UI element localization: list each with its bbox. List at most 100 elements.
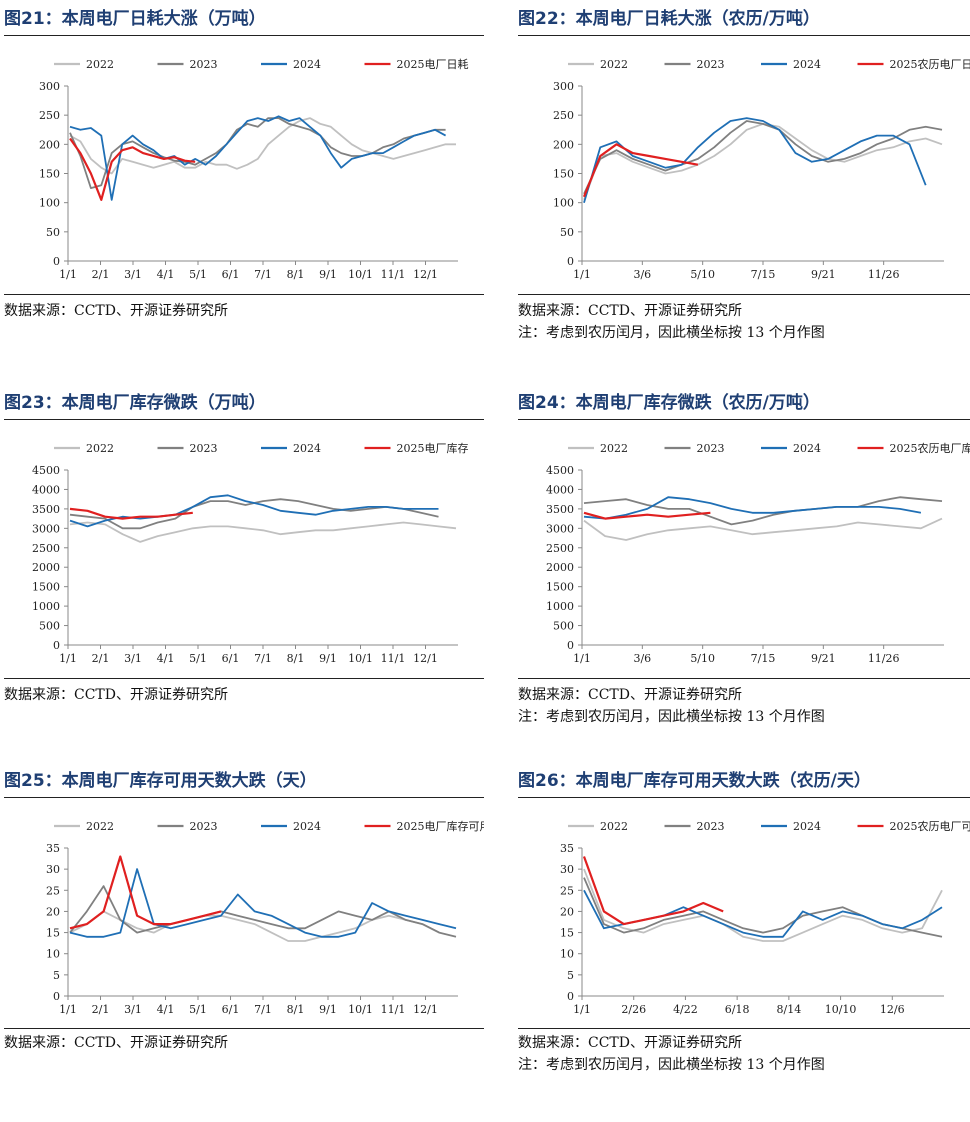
x-tick-label: 3/1: [124, 1003, 142, 1016]
y-tick-label: 3000: [546, 522, 574, 535]
chart-figure-26: 2022202320242025农历电厂可用天数051015202530351/…: [518, 800, 970, 1028]
x-tick-label: 5/1: [189, 1003, 207, 1016]
y-tick-label: 500: [39, 620, 60, 633]
y-tick-label: 0: [53, 255, 60, 268]
footnote: 注：考虑到农历闰月，因此横坐标按 13 个月作图: [518, 1054, 825, 1074]
y-tick-label: 150: [39, 168, 60, 181]
y-tick-label: 1500: [32, 581, 60, 594]
x-tick-label: 1/1: [59, 268, 77, 281]
x-tick-label: 4/1: [157, 268, 175, 281]
y-tick-label: 100: [553, 197, 574, 210]
legend-label: 2022: [86, 442, 114, 455]
bottom-rule: [518, 294, 970, 295]
x-tick-label: 12/1: [413, 268, 438, 281]
x-tick-label: 7/15: [751, 652, 776, 665]
x-tick-label: 11/26: [868, 652, 900, 665]
x-tick-label: 4/22: [673, 1003, 698, 1016]
y-tick-label: 3500: [32, 503, 60, 516]
legend-label: 2023: [190, 442, 218, 455]
figure-title: 图25：本周电厂库存可用天数大跌（天）: [4, 766, 317, 791]
y-tick-label: 50: [560, 226, 574, 239]
series-line-2025农历电厂库存: [584, 513, 710, 519]
x-tick-label: 2/1: [92, 268, 110, 281]
series-line-2022: [584, 519, 942, 540]
x-tick-label: 8/14: [777, 1003, 802, 1016]
source-note: 数据来源：CCTD、开源证券研究所: [518, 684, 742, 704]
x-tick-label: 12/1: [413, 652, 438, 665]
x-tick-label: 8/1: [287, 268, 305, 281]
chart-figure-24: 2022202320242025农历电厂库存050010001500200025…: [518, 422, 970, 677]
title-rule: [518, 419, 970, 420]
x-tick-label: 11/1: [381, 652, 406, 665]
y-tick-label: 250: [39, 109, 60, 122]
bottom-rule: [4, 678, 484, 679]
x-tick-label: 1/1: [59, 1003, 77, 1016]
legend-label: 2025农历电厂库存: [890, 441, 970, 455]
legend: 2022202320242025农历电厂日耗: [568, 57, 970, 71]
y-tick-label: 0: [53, 990, 60, 1003]
legend-label: 2024: [793, 820, 821, 833]
legend-label: 2024: [293, 820, 321, 833]
x-tick-label: 10/1: [348, 268, 373, 281]
y-tick-label: 100: [39, 197, 60, 210]
series-line-2023: [584, 878, 942, 937]
series-line-2025农历电厂可用天数: [584, 857, 723, 925]
x-tick-label: 11/1: [381, 1003, 406, 1016]
x-tick-label: 9/1: [319, 1003, 337, 1016]
x-tick-label: 12/6: [880, 1003, 905, 1016]
legend: 2022202320242025农历电厂库存: [568, 441, 970, 455]
legend: 2022202320242025农历电厂可用天数: [568, 819, 970, 833]
bottom-rule: [518, 1028, 970, 1029]
x-tick-label: 10/10: [825, 1003, 857, 1016]
x-tick-label: 1/1: [573, 268, 591, 281]
legend-label: 2023: [697, 820, 725, 833]
y-tick-label: 1500: [546, 581, 574, 594]
y-tick-label: 200: [39, 138, 60, 151]
y-tick-label: 35: [560, 842, 574, 855]
x-tick-label: 7/1: [254, 268, 272, 281]
x-tick-label: 9/21: [811, 652, 836, 665]
chart-figure-25: 2022202320242025电厂库存可用天数051015202530351/…: [4, 800, 484, 1028]
x-tick-label: 5/10: [690, 652, 715, 665]
y-tick-label: 4000: [546, 483, 574, 496]
legend-label: 2025农历电厂日耗: [890, 57, 970, 71]
y-tick-label: 150: [553, 168, 574, 181]
y-tick-label: 10: [46, 948, 60, 961]
y-tick-label: 15: [560, 927, 574, 940]
figure-title: 图24：本周电厂库存微跌（农历/万吨）: [518, 388, 820, 413]
title-rule: [4, 419, 484, 420]
legend-label: 2024: [793, 58, 821, 71]
x-tick-label: 1/1: [59, 652, 77, 665]
y-tick-label: 0: [53, 639, 60, 652]
legend-label: 2025电厂库存可用天数: [397, 819, 485, 833]
x-tick-label: 6/1: [222, 652, 240, 665]
x-tick-label: 7/15: [751, 268, 776, 281]
y-tick-label: 25: [46, 884, 60, 897]
x-tick-label: 11/1: [381, 268, 406, 281]
footnote: 注：考虑到农历闰月，因此横坐标按 13 个月作图: [518, 322, 825, 342]
x-tick-label: 6/1: [222, 1003, 240, 1016]
x-tick-label: 3/6: [633, 268, 651, 281]
y-tick-label: 4500: [546, 464, 574, 477]
x-tick-label: 4/1: [157, 1003, 175, 1016]
y-tick-label: 4000: [32, 483, 60, 496]
y-tick-label: 25: [560, 884, 574, 897]
series-line-2024: [70, 495, 439, 526]
y-tick-label: 0: [567, 255, 574, 268]
legend-label: 2023: [697, 58, 725, 71]
bottom-rule: [4, 1028, 484, 1029]
y-tick-label: 5: [567, 969, 574, 982]
x-tick-label: 10/1: [348, 652, 373, 665]
y-tick-label: 3500: [546, 503, 574, 516]
x-tick-label: 3/1: [124, 652, 142, 665]
series-line-2022: [70, 523, 456, 542]
x-tick-label: 7/1: [254, 1003, 272, 1016]
y-tick-label: 5: [53, 969, 60, 982]
title-rule: [518, 35, 970, 36]
x-tick-label: 2/1: [92, 1003, 110, 1016]
